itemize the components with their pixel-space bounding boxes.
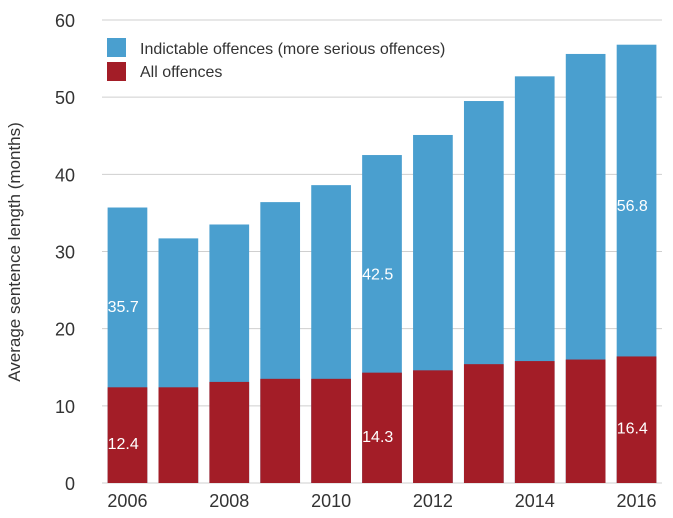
data-label-all-offences: 12.4 [108,436,139,453]
x-tick-label: 2016 [617,491,657,511]
data-label-indictable: 35.7 [108,299,139,316]
bar-all-offences [362,372,402,483]
x-tick-label: 2012 [413,491,453,511]
legend-swatch-indictable [107,38,126,57]
bar-all-offences [514,361,555,483]
bar-all-offences [616,356,657,483]
bar-all-offences [311,378,351,483]
bar-all-offences [209,381,250,483]
data-labels: 35.7 42.5 56.8 12.4 14.3 16.4 [108,198,648,453]
y-tick-label: 50 [55,88,75,108]
y-axis-label: Average sentence length (months) [5,122,24,382]
data-label-all-offences: 16.4 [617,421,648,438]
legend-swatch-all [107,62,126,81]
legend: Indictable offences (more serious offenc… [107,38,445,81]
legend-label-all: All offences [140,64,222,81]
bars [107,44,657,484]
y-tick-label: 40 [55,165,75,185]
bar-all-offences [463,364,504,483]
y-tick-label: 60 [55,11,75,31]
x-tick-label: 2006 [107,491,147,511]
y-tick-label: 30 [55,243,75,263]
y-tick-label: 0 [65,474,75,494]
bar-all-offences [158,387,199,483]
legend-label-indictable: Indictable offences (more serious offenc… [140,41,445,58]
y-tick-label: 10 [55,397,75,417]
x-axis-ticks: 2006 2008 2010 2012 2014 2016 [107,491,656,511]
bar-all-offences [107,387,148,483]
x-tick-label: 2008 [209,491,249,511]
data-label-indictable: 56.8 [617,198,648,215]
data-label-all-offences: 14.3 [362,429,393,446]
bar-all-offences [413,370,453,483]
y-axis-ticks: 0 10 20 30 40 50 60 [55,11,75,494]
bar-all-offences [565,359,606,483]
bar-all-offences [260,378,301,483]
data-label-indictable: 42.5 [362,267,393,284]
x-tick-label: 2010 [311,491,351,511]
x-tick-label: 2014 [515,491,555,511]
y-tick-label: 20 [55,320,75,340]
